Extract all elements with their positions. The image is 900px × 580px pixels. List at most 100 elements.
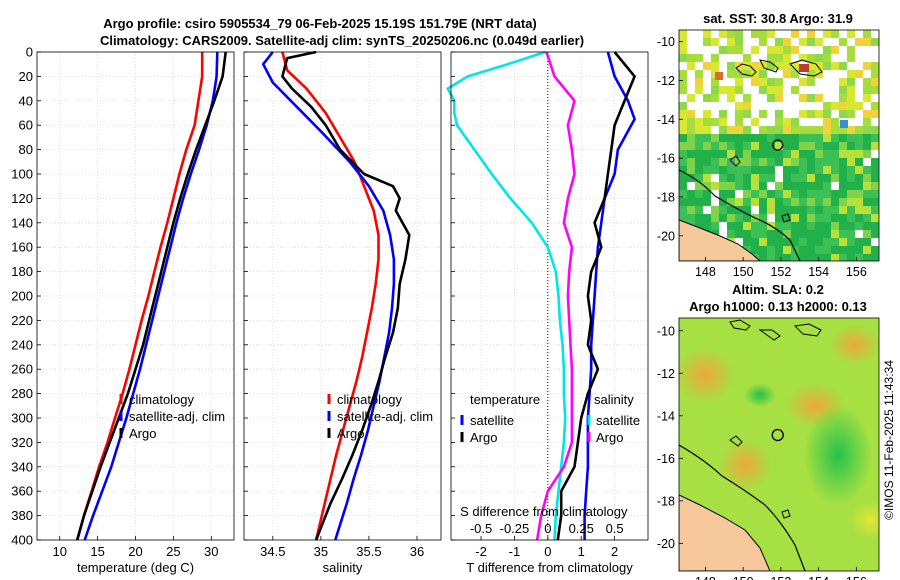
series-line-t-satellite: [583, 51, 636, 540]
sst-pixel: [831, 230, 839, 238]
sst-pixel: [855, 246, 863, 254]
y-tick-label: 80: [19, 142, 33, 157]
sst-pixel: [759, 38, 767, 46]
sst-pixel: [711, 142, 719, 150]
sst-pixel: [831, 46, 839, 54]
sst-pixel: [775, 54, 783, 62]
sst-pixel: [711, 134, 719, 142]
sst-pixel: [783, 246, 791, 254]
sst-pixel: [783, 166, 791, 174]
sst-pixel: [807, 30, 815, 38]
sst-pixel: [855, 166, 863, 174]
sst-pixel: [863, 254, 871, 261]
sst-pixel: [719, 126, 727, 134]
sst-pixel: [743, 62, 751, 70]
sst-pixel: [847, 222, 855, 230]
sst-pixel: [767, 62, 775, 70]
sst-pixel: [679, 118, 687, 126]
sst-pixel: [759, 214, 767, 222]
sst-pixel: [735, 86, 743, 94]
sst-pixel: [839, 254, 847, 261]
sst-pixel: [863, 182, 871, 190]
sst-pixel: [807, 206, 815, 214]
sst-pixel: [823, 166, 831, 174]
legend-label: climatology: [337, 392, 403, 407]
sst-pixel: [735, 230, 743, 238]
sst-pixel: [687, 158, 695, 166]
map-y-tick-label: -16: [657, 152, 675, 166]
sst-pixel: [759, 238, 767, 246]
sst-pixel: [751, 222, 759, 230]
sst-pixel: [703, 198, 711, 206]
sst-pixel: [807, 198, 815, 206]
sst-pixel: [775, 62, 783, 70]
sst-pixel: [871, 102, 879, 110]
sst-pixel: [751, 182, 759, 190]
sst-pixel: [831, 198, 839, 206]
sst-pixel: [831, 166, 839, 174]
y-tick-label: 320: [11, 435, 33, 450]
sst-pixel: [791, 222, 799, 230]
sst-pixel: [759, 222, 767, 230]
sst-pixel: [783, 38, 791, 46]
sst-pixel: [719, 118, 727, 126]
sla-map-frame: [678, 317, 880, 572]
sst-pixel: [799, 54, 807, 62]
sst-pixel: [775, 182, 783, 190]
sst-pixel: [759, 206, 767, 214]
sst-pixel: [783, 198, 791, 206]
sst-pixel: [839, 94, 847, 102]
sst-pixel: [711, 158, 719, 166]
sst-pixel: [847, 54, 855, 62]
sst-pixel: [727, 62, 735, 70]
sst-pixel: [855, 174, 863, 182]
sst-pixel: [839, 222, 847, 230]
y-tick-label: 20: [19, 69, 33, 84]
sst-pixel: [711, 38, 719, 46]
temperature-profile-panel: 10 15 20 25 30 temperature (deg C) 0 20 40 60 80 10…: [11, 45, 235, 575]
sst-pixel: [815, 126, 823, 134]
sst-pixel: [807, 54, 815, 62]
sst-pixel: [759, 110, 767, 118]
sst-pixel: [783, 150, 791, 158]
sst-pixel: [719, 190, 727, 198]
sst-pixel: [831, 142, 839, 150]
sst-pixel: [735, 126, 743, 134]
sst-pixel: [863, 246, 871, 254]
sst-pixel: [703, 190, 711, 198]
sst-pixel: [783, 254, 791, 261]
sst-pixel: [727, 38, 735, 46]
y-tick-label: 60: [19, 118, 33, 133]
x-tick-label: 25: [166, 544, 180, 559]
sst-pixel: [735, 142, 743, 150]
sst-pixel: [679, 86, 687, 94]
map-y-tick-label: -14: [657, 409, 675, 423]
sst-pixel: [847, 174, 855, 182]
sst-pixel: [751, 158, 759, 166]
sst-pixel: [791, 142, 799, 150]
x-tick-label: -2: [475, 544, 487, 559]
sst-pixel: [679, 182, 687, 190]
sst-pixel: [871, 134, 879, 142]
sst-pixel: [687, 142, 695, 150]
sst-pixel: [703, 118, 711, 126]
sst-pixel: [727, 214, 735, 222]
sst-pixel: [847, 86, 855, 94]
sst-pixel: [703, 222, 711, 230]
sst-pixel: [839, 214, 847, 222]
secondary-x-tick-label: -0.25: [500, 521, 530, 536]
sst-pixel: [735, 214, 743, 222]
sst-pixel: [695, 214, 703, 222]
sst-pixel: [791, 174, 799, 182]
sst-pixel: [815, 150, 823, 158]
sst-pixel: [807, 214, 815, 222]
sst-pixel: [679, 70, 687, 78]
sst-pixel: [767, 134, 775, 142]
y-tick-label: 280: [11, 386, 33, 401]
sst-pixel: [871, 38, 879, 46]
sst-pixel: [855, 222, 863, 230]
sst-pixel: [799, 110, 807, 118]
sst-pixel: [815, 62, 823, 70]
sst-pixel: [791, 126, 799, 134]
